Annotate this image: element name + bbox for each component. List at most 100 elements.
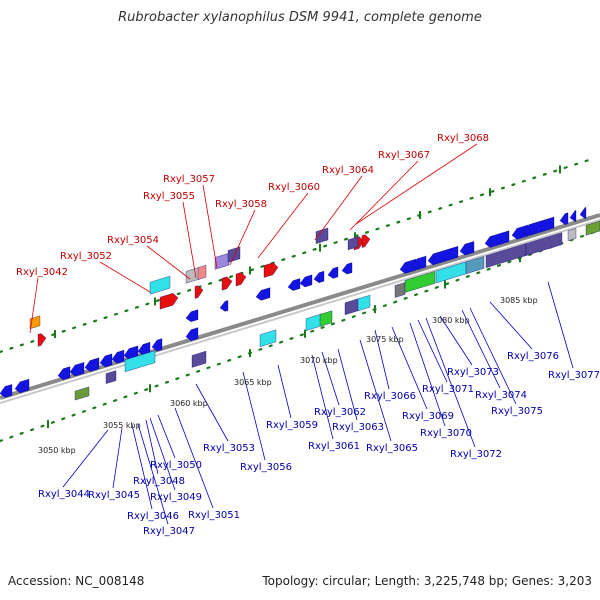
gene-label-rxyl-3045: Rxyl_3045 (88, 490, 140, 501)
leader-line (349, 160, 419, 231)
leader-line (229, 209, 256, 266)
gene-block (585, 220, 600, 236)
accession-text: Accession: NC_008148 (8, 574, 145, 588)
gene-arrow (459, 241, 475, 256)
gene-block (74, 386, 90, 401)
gene-arrow (14, 378, 30, 394)
gene-arrow (287, 278, 301, 291)
gene-label-rxyl-3070: Rxyl_3070 (420, 428, 472, 439)
gene-label-rxyl-3048: Rxyl_3048 (133, 476, 185, 487)
gene-label-rxyl-3074: Rxyl_3074 (475, 390, 527, 401)
gene-label-rxyl-3065: Rxyl_3065 (366, 443, 418, 454)
gene-arrow (221, 276, 233, 291)
gene-arrow (299, 274, 313, 288)
leader-line (337, 348, 358, 421)
gene-arrow (361, 234, 371, 248)
gene-label-rxyl-3071: Rxyl_3071 (422, 384, 474, 395)
backbone-upper (0, 213, 600, 400)
axis-tick-label: 3085 kbp (500, 296, 538, 305)
gene-label-rxyl-3067: Rxyl_3067 (378, 150, 430, 161)
leader-line (149, 417, 176, 491)
leader-line (314, 175, 363, 241)
leader-line (182, 201, 197, 279)
gene-label-rxyl-3063: Rxyl_3063 (332, 422, 384, 433)
gene-label-rxyl-3055: Rxyl_3055 (143, 191, 195, 202)
gene-block (315, 227, 329, 244)
gene-label-rxyl-3044: Rxyl_3044 (38, 489, 90, 500)
leader-line (145, 419, 159, 475)
gene-block (227, 246, 241, 263)
gene-block (394, 282, 406, 298)
gene-arrow (327, 266, 339, 279)
gene-arrow (235, 272, 247, 287)
axis-tick-label: 3055 kbp (103, 421, 141, 430)
gene-label-rxyl-3073: Rxyl_3073 (447, 367, 499, 378)
gene-arrow (263, 262, 279, 278)
gene-arrow (341, 262, 353, 275)
leader-line (174, 407, 214, 509)
leader-line (242, 371, 266, 461)
leader-line (409, 322, 446, 427)
leader-line (157, 414, 176, 459)
gene-arrow (579, 207, 587, 219)
gene-label-rxyl-3066: Rxyl_3066 (364, 391, 416, 402)
gene-label-rxyl-3059: Rxyl_3059 (266, 420, 318, 431)
gene-block (305, 313, 323, 331)
leader-line (374, 329, 390, 390)
gene-arrow (411, 255, 427, 270)
gene-arrow (69, 362, 85, 377)
axis-tick-label: 3060 kbp (170, 399, 208, 408)
leader-line (321, 351, 340, 406)
leader-line (355, 143, 478, 225)
inner-track-dotted-line (0, 228, 600, 443)
leader-line (195, 383, 229, 442)
axis-tick-label: 3075 kbp (366, 335, 404, 344)
page-title: Rubrobacter xylanophilus DSM 9941, compl… (118, 10, 482, 25)
gene-label-rxyl-3072: Rxyl_3072 (450, 449, 502, 460)
gene-label-rxyl-3050: Rxyl_3050 (150, 460, 202, 471)
gene-arrow (37, 333, 47, 347)
gene-arrow (427, 246, 459, 266)
leader-line (489, 301, 533, 350)
gene-arrow (159, 293, 179, 310)
leader-line (202, 184, 218, 269)
leader-line (257, 192, 309, 259)
leader-line (146, 245, 191, 280)
gene-block (191, 350, 207, 368)
gene-arrow (255, 287, 271, 301)
gene-label-rxyl-3061: Rxyl_3061 (308, 441, 360, 452)
leader-line (439, 315, 473, 366)
gene-block (344, 298, 360, 315)
leader-line (99, 261, 151, 293)
gene-arrow (151, 338, 163, 352)
gene-arrow (219, 300, 229, 312)
gene-block (105, 370, 117, 384)
axis-tick-label: 3080 kbp (432, 316, 470, 325)
gene-label-rxyl-3054: Rxyl_3054 (107, 235, 159, 246)
gene-label-rxyl-3051: Rxyl_3051 (188, 510, 240, 521)
leader-line (359, 339, 392, 442)
leader-line (137, 423, 169, 525)
backbone-lower (0, 219, 600, 404)
gene-label-rxyl-3053: Rxyl_3053 (203, 443, 255, 454)
gene-block (259, 329, 277, 347)
gene-label-rxyl-3068: Rxyl_3068 (437, 133, 489, 144)
gene-block (404, 271, 436, 293)
leader-line (112, 427, 123, 489)
gene-block (465, 256, 485, 275)
gene-arrow (84, 357, 100, 372)
leader-line (391, 326, 428, 410)
topology-text: Topology: circular; Length: 3,225,748 bp… (262, 574, 592, 588)
gene-arrow (185, 309, 199, 322)
gene-block (525, 232, 563, 256)
gene-label-rxyl-3047: Rxyl_3047 (143, 526, 195, 537)
leader-line (277, 364, 292, 419)
gene-label-rxyl-3057: Rxyl_3057 (163, 174, 215, 185)
gene-block (319, 310, 333, 327)
leader-line (311, 354, 334, 440)
gene-label-rxyl-3049: Rxyl_3049 (150, 492, 202, 503)
gene-label-rxyl-3060: Rxyl_3060 (268, 182, 320, 193)
gene-block (149, 275, 171, 295)
axis-tick-label: 3070 kbp (300, 356, 338, 365)
